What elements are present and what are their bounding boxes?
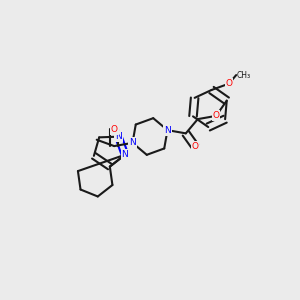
Text: O: O bbox=[111, 125, 118, 134]
Text: CH₃: CH₃ bbox=[237, 70, 251, 80]
Text: O: O bbox=[192, 142, 199, 151]
Text: N: N bbox=[129, 138, 136, 147]
Text: N: N bbox=[164, 126, 171, 135]
Text: N: N bbox=[115, 132, 122, 141]
Text: N: N bbox=[122, 150, 128, 159]
Text: O: O bbox=[213, 111, 220, 120]
Text: O: O bbox=[226, 79, 232, 88]
